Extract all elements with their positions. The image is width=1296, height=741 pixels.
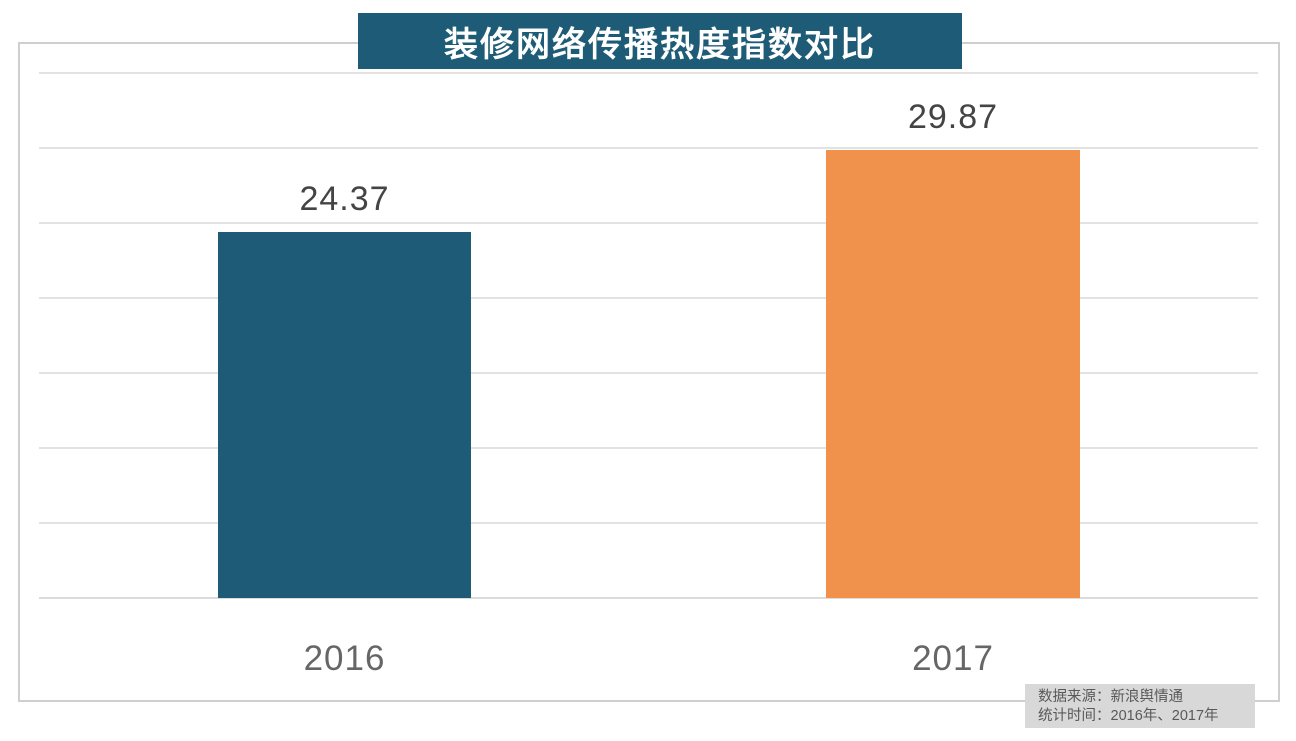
value-label-2016: 24.37 bbox=[299, 180, 390, 219]
bar-group-2017: 29.87 bbox=[826, 100, 1080, 598]
bar-2017 bbox=[826, 149, 1080, 598]
gridline bbox=[39, 147, 1258, 149]
gridline bbox=[39, 297, 1258, 299]
source-note-box: 数据来源：新浪舆情通 统计时间：2016年、2017年 bbox=[1025, 684, 1255, 728]
source-note-line2: 统计时间：2016年、2017年 bbox=[1038, 708, 1219, 724]
x-axis-label-2016: 2016 bbox=[303, 639, 386, 678]
chart-title: 装修网络传播热度指数对比 bbox=[444, 25, 876, 64]
gridline bbox=[39, 372, 1258, 374]
gridline bbox=[39, 522, 1258, 524]
x-axis-label-2017: 2017 bbox=[912, 639, 994, 678]
gridline bbox=[39, 597, 1258, 599]
bar-2016 bbox=[218, 232, 471, 598]
source-note-line1: 数据来源：新浪舆情通 bbox=[1038, 689, 1183, 705]
chart-title-banner: 装修网络传播热度指数对比 bbox=[358, 13, 962, 69]
value-label-2017: 29.87 bbox=[907, 97, 999, 136]
plot-area: 24.37 29.87 bbox=[39, 72, 1258, 599]
gridline bbox=[39, 72, 1258, 74]
gridline bbox=[39, 222, 1258, 224]
bar-group-2016: 24.37 bbox=[218, 182, 471, 598]
gridline bbox=[39, 447, 1258, 449]
